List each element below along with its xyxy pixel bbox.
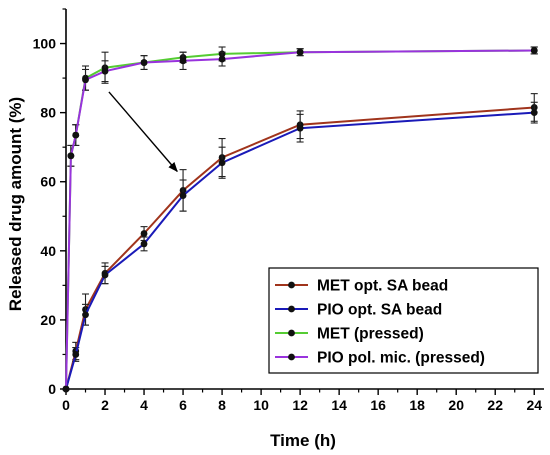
data-point (140, 240, 148, 248)
x-tick-label: 18 (409, 397, 425, 413)
data-point (179, 192, 187, 199)
legend-box (268, 267, 539, 374)
annotation-arrow (108, 91, 178, 173)
legend: MET opt. SA bead PIO opt. SA bead MET (pre… (268, 267, 539, 374)
data-point (72, 351, 80, 358)
legend-label: MET (pressed) (317, 326, 424, 343)
data-point (218, 55, 226, 63)
series-line (65, 49, 535, 390)
data-point (140, 230, 148, 237)
series-4 (62, 46, 538, 393)
y-tick-label: 80 (40, 105, 56, 121)
x-tick-label: 12 (292, 397, 308, 413)
data-point (101, 67, 109, 75)
data-point (530, 109, 538, 117)
x-tick-label: 2 (101, 397, 109, 413)
y-tick-label: 20 (40, 312, 56, 328)
x-tick-label: 0 (62, 397, 70, 413)
data-point (82, 76, 89, 84)
data-point (530, 47, 538, 54)
x-tick-label: 24 (526, 397, 542, 413)
x-tick-label: 14 (331, 397, 347, 413)
x-tick-label: 10 (253, 397, 269, 413)
x-tick-label: 8 (218, 397, 226, 413)
legend-swatch-marker (288, 281, 295, 289)
data-point (179, 57, 187, 65)
y-tick-label: 100 (33, 36, 57, 52)
legend-swatch-marker (288, 305, 295, 313)
x-tick-label: 22 (487, 397, 503, 413)
data-point (140, 59, 148, 66)
legend-swatch-marker (288, 353, 295, 361)
x-tick-label: 6 (179, 397, 187, 413)
y-tick-label: 0 (48, 381, 56, 397)
x-tick-label: 20 (448, 397, 464, 413)
data-point (218, 159, 226, 167)
data-point (62, 385, 70, 393)
x-tick-label: 16 (370, 397, 386, 413)
y-axis-title: Released drug amount (%) (6, 97, 25, 311)
y-tick-label: 60 (40, 174, 56, 190)
data-point (296, 124, 304, 132)
legend-swatch-marker (288, 329, 295, 337)
data-point (296, 48, 304, 56)
x-axis-title: Time (h) (270, 431, 336, 450)
data-point (82, 311, 89, 319)
data-point (101, 271, 109, 279)
x-tick-label: 4 (140, 397, 148, 413)
y-tick-label: 40 (40, 243, 56, 259)
data-point (72, 131, 80, 139)
legend-label: PIO pol. mic. (pressed) (317, 350, 485, 367)
legend-label: MET opt. SA bead (317, 278, 448, 295)
data-point (67, 152, 75, 160)
legend-label: PIO opt. SA bead (317, 302, 442, 319)
